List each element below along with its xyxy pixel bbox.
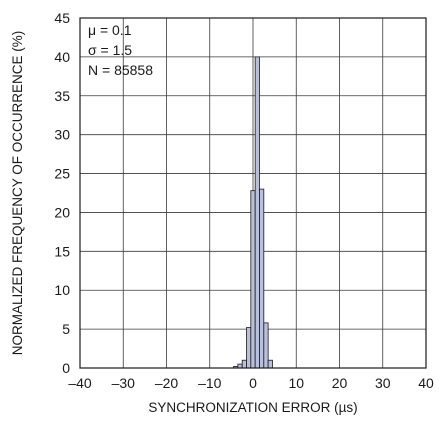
histogram-bar bbox=[250, 190, 256, 369]
sigma-annotation: σ = 1.5 bbox=[88, 42, 132, 58]
y-tick-label: 40 bbox=[54, 49, 70, 65]
x-tick-label: 10 bbox=[288, 375, 304, 391]
y-tick-label: 30 bbox=[54, 127, 70, 143]
x-tick-label: –40 bbox=[68, 375, 92, 391]
y-axis-label: NORMALIZED FREQUENCY OF OCCURRENCE (%) bbox=[10, 31, 25, 356]
plot-frame bbox=[79, 17, 427, 369]
x-tick-labels: –40 –30 –20 –10 0 10 20 30 40 bbox=[68, 375, 434, 391]
x-tick-label: 0 bbox=[249, 375, 257, 391]
y-tick-label: 10 bbox=[54, 282, 70, 298]
y-tick-labels: 0 5 10 15 20 25 30 35 40 45 bbox=[54, 10, 70, 376]
x-tick-label: –10 bbox=[198, 375, 222, 391]
histogram-bar bbox=[263, 322, 269, 369]
count-annotation: N = 85858 bbox=[88, 62, 153, 78]
x-tick-label: 20 bbox=[332, 375, 348, 391]
histogram-bar bbox=[241, 359, 247, 369]
histogram-bar bbox=[267, 359, 273, 369]
x-tick-label: –30 bbox=[112, 375, 136, 391]
y-tick-label: 15 bbox=[54, 243, 70, 259]
x-tick-label: 40 bbox=[418, 375, 434, 391]
y-tick-label: 45 bbox=[54, 10, 70, 26]
y-tick-label: 35 bbox=[54, 88, 70, 104]
histogram-bar bbox=[246, 327, 252, 369]
y-tick-label: 0 bbox=[62, 360, 70, 376]
y-tick-label: 25 bbox=[54, 166, 70, 182]
mean-annotation: μ = 0.1 bbox=[88, 22, 132, 38]
y-tick-label: 5 bbox=[62, 321, 70, 337]
x-axis-label: SYNCHRONIZATION ERROR (µs) bbox=[148, 400, 357, 415]
x-tick-label: –20 bbox=[155, 375, 179, 391]
stats-annotation: μ = 0.1 σ = 1.5 N = 85858 bbox=[88, 22, 153, 78]
histogram-bar bbox=[254, 56, 260, 369]
x-tick-label: 30 bbox=[375, 375, 391, 391]
y-tick-label: 20 bbox=[54, 204, 70, 220]
histogram-bar bbox=[259, 188, 265, 369]
